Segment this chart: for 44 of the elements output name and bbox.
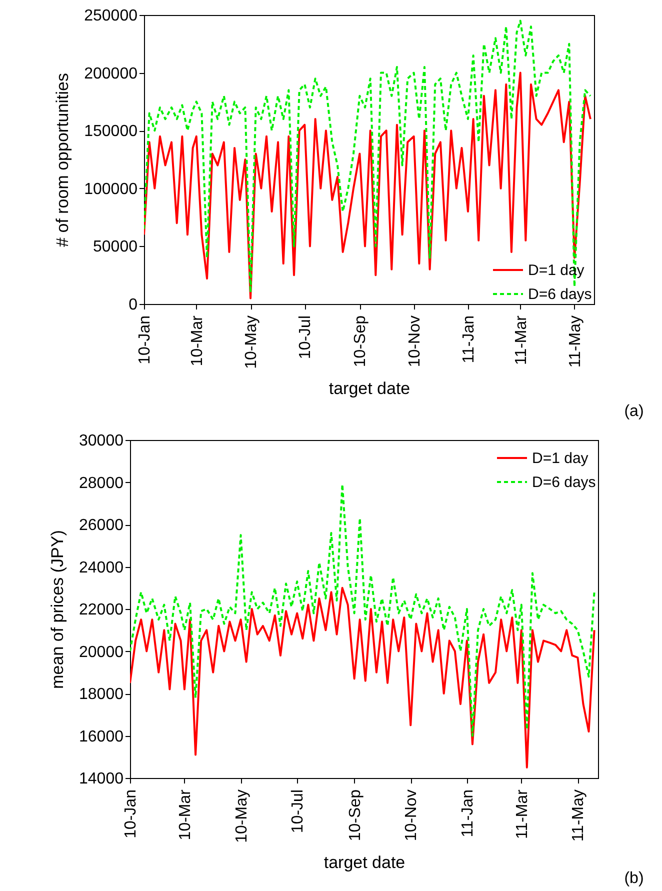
x-tick-label: 10-Jan xyxy=(136,316,154,364)
y-tick-label: 0 xyxy=(128,296,138,314)
y-tick-label: 22000 xyxy=(79,602,124,618)
x-tick-label: 11-Mar xyxy=(514,788,531,839)
y-axis-title: # of room opportunities xyxy=(53,73,72,247)
x-tick-label: 10-May xyxy=(233,790,250,843)
y-tick-label: 150000 xyxy=(84,123,138,140)
x-axis-title: target date xyxy=(328,378,410,398)
x-tick-label: 10-Nov xyxy=(406,316,424,368)
y-tick-label: 18000 xyxy=(79,686,124,703)
x-tick-label: 10-Nov xyxy=(403,790,420,842)
y-tick-label: 28000 xyxy=(79,474,124,492)
x-tick-label: 10-Sep xyxy=(352,315,370,368)
y-tick-label: 24000 xyxy=(79,559,124,576)
y-tick-label: 30000 xyxy=(79,432,124,450)
legend-label: D=6 days xyxy=(528,286,592,303)
y-tick-label: 20000 xyxy=(79,644,124,661)
x-tick-label: 10-Jul xyxy=(290,790,307,834)
x-tick-label: 11-Jan xyxy=(460,316,478,364)
x-tick-label: 10-Sep xyxy=(346,789,364,842)
y-axis-title: mean of prices (JPY) xyxy=(48,530,68,689)
y-tick-label: 26000 xyxy=(79,517,124,534)
x-tick-label: 10-Jan xyxy=(122,790,140,838)
y-tick-label: 250000 xyxy=(84,8,138,24)
y-tick-label: 14000 xyxy=(79,770,124,788)
x-axis-title: target date xyxy=(324,852,406,872)
x-tick-label: 11-Jan xyxy=(459,790,476,838)
line-series xyxy=(130,586,596,768)
legend-label: D=1 day xyxy=(532,450,589,467)
x-tick-label: 10-Mar xyxy=(188,314,206,366)
x-tick-label: 11-Mar xyxy=(512,314,530,365)
y-tick-label: 100000 xyxy=(84,180,138,198)
x-tick-label: 10-Mar xyxy=(176,788,194,840)
x-tick-label: 11-May xyxy=(570,790,588,842)
y-tick-label: 200000 xyxy=(84,65,138,82)
legend-label: D=1 day xyxy=(528,262,585,279)
text: (a) xyxy=(624,403,644,420)
legend-label: D=6 days xyxy=(532,474,596,491)
y-tick-label: 50000 xyxy=(93,238,138,256)
y-tick-label: 16000 xyxy=(79,728,124,746)
x-tick-label: 11-May xyxy=(566,316,584,368)
x-tick-label: 10-Jul xyxy=(297,316,314,360)
x-tick-label: 10-May xyxy=(243,316,260,369)
text: (b) xyxy=(624,870,644,887)
